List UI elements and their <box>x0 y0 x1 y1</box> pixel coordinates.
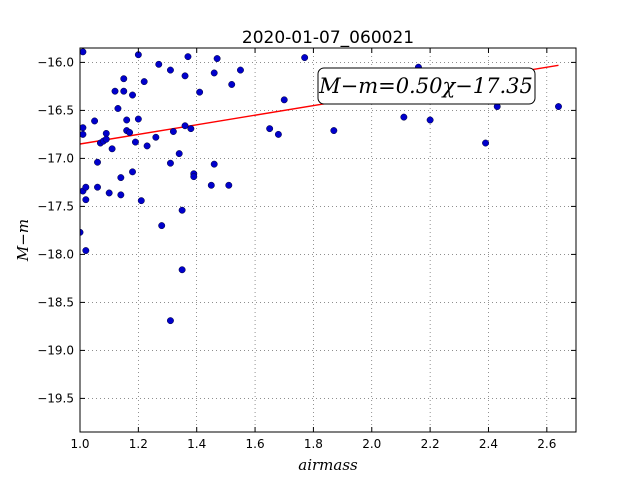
data-point <box>126 129 134 136</box>
data-point <box>80 124 87 132</box>
data-point <box>80 130 87 138</box>
axis-ticks: 1.0 1.2 1.4 1.6 1.8 2.0 2.2 2.4 2.6 −16.0 −16.5 −17… <box>37 48 576 451</box>
data-point <box>166 66 174 74</box>
data-point <box>91 117 99 125</box>
fit-equation: M−m=0.50χ−17.35 <box>318 74 533 98</box>
data-point <box>108 145 116 153</box>
data-point <box>94 158 101 166</box>
data-point <box>280 96 288 104</box>
y-tick-label: −16.5 <box>37 103 74 117</box>
data-point <box>426 116 434 124</box>
axes-frame <box>79 47 577 433</box>
data-point <box>187 125 195 133</box>
y-tick-label: −19.5 <box>37 391 74 405</box>
data-point <box>228 81 236 88</box>
data-point <box>330 127 338 135</box>
data-point <box>123 116 131 124</box>
data-point <box>94 183 101 191</box>
data-point <box>213 55 221 63</box>
data-point <box>482 139 490 147</box>
data-point <box>207 181 215 189</box>
y-tick-label: −19.0 <box>37 343 74 357</box>
data-points <box>80 48 562 325</box>
data-point <box>184 53 192 61</box>
data-point <box>169 128 177 135</box>
y-tick-label: −16.0 <box>37 55 74 69</box>
x-axis-label: airmass <box>298 456 358 474</box>
data-point <box>155 60 163 68</box>
data-point <box>152 133 160 141</box>
data-point <box>131 138 139 146</box>
data-point <box>166 317 174 325</box>
data-point <box>111 87 119 95</box>
x-tick-label: 1.2 <box>129 437 148 451</box>
data-point <box>129 168 136 176</box>
data-point <box>400 113 408 121</box>
data-point <box>117 191 125 199</box>
data-point <box>225 181 233 189</box>
chart-title: 2020-01-07_060021 <box>242 28 414 48</box>
x-tick-label: 2.6 <box>537 437 556 451</box>
data-point <box>140 78 148 86</box>
y-tick-label: −18.5 <box>37 295 74 309</box>
data-point <box>166 159 174 167</box>
data-point <box>129 91 136 99</box>
data-point <box>80 48 87 56</box>
data-point <box>210 69 218 77</box>
x-tick-label: 2.4 <box>479 437 498 451</box>
data-point <box>117 174 125 182</box>
x-tick-label: 1.8 <box>304 437 323 451</box>
data-point <box>237 66 244 74</box>
data-point <box>120 75 128 83</box>
data-point <box>175 150 183 158</box>
data-point <box>555 103 562 111</box>
x-tick-label: 1.4 <box>187 437 206 451</box>
data-point <box>114 105 122 112</box>
data-point <box>120 87 128 95</box>
data-point <box>178 206 186 214</box>
data-point <box>82 247 90 255</box>
data-point <box>102 129 110 137</box>
y-axis-label: M−m <box>14 219 32 262</box>
data-point <box>196 88 204 96</box>
x-tick-label: 1.6 <box>246 437 265 451</box>
data-point <box>102 135 110 143</box>
data-point <box>82 183 90 191</box>
x-tick-label: 2.0 <box>362 437 381 451</box>
data-point <box>190 173 198 181</box>
data-point <box>274 130 282 138</box>
data-point <box>210 160 218 168</box>
data-point <box>266 125 274 133</box>
y-tick-label: −18.0 <box>37 247 74 261</box>
data-point <box>137 197 145 205</box>
data-point <box>301 54 309 62</box>
data-point <box>82 196 90 204</box>
grid-lines <box>79 48 576 432</box>
fit-annotation-box: M−m=0.50χ−17.35 <box>317 67 536 105</box>
data-point <box>158 222 166 230</box>
data-point <box>178 266 186 274</box>
annotation-border <box>317 67 536 105</box>
data-point <box>181 72 189 80</box>
y-tick-label: −17.0 <box>37 151 74 165</box>
data-point <box>181 122 189 130</box>
data-point <box>143 142 151 150</box>
data-point <box>134 115 142 123</box>
x-tick-label: 2.2 <box>421 437 440 451</box>
x-tick-label: 1.0 <box>70 437 89 451</box>
y-tick-label: −17.5 <box>37 199 74 213</box>
data-point <box>105 189 113 197</box>
